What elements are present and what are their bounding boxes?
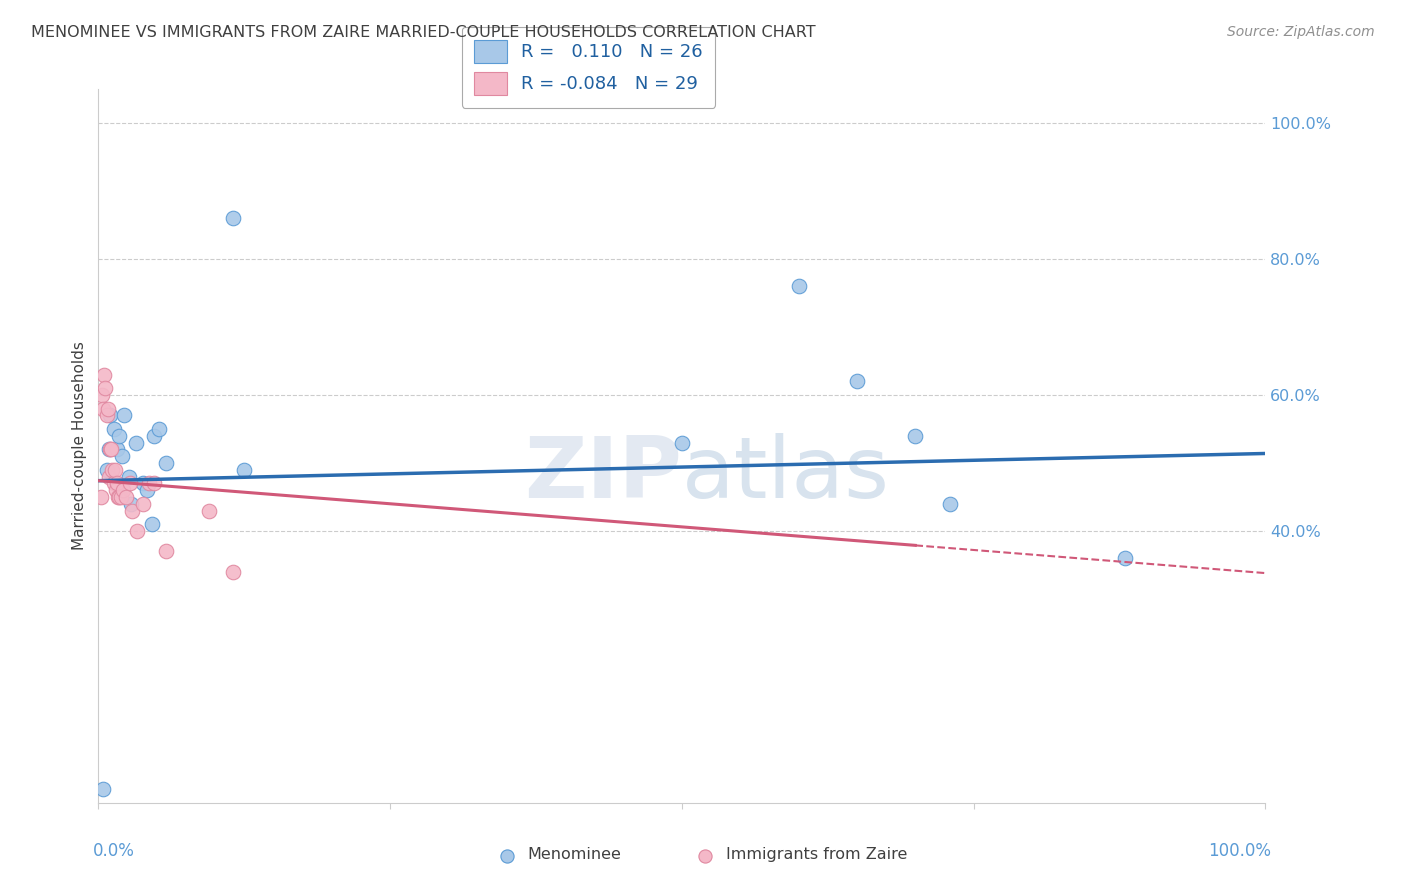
Point — [787, 279, 810, 293]
Point — [90, 490, 112, 504]
Point — [118, 476, 141, 491]
Point — [1114, 551, 1136, 566]
Point — [120, 497, 142, 511]
Text: ZIP: ZIP — [524, 433, 682, 516]
Point — [97, 469, 120, 483]
Point — [155, 544, 177, 558]
Text: Immigrants from Zaire: Immigrants from Zaire — [727, 847, 908, 862]
Point — [233, 463, 256, 477]
Point — [111, 483, 134, 498]
Point — [98, 442, 121, 457]
Text: Source: ZipAtlas.com: Source: ZipAtlas.com — [1227, 25, 1375, 39]
Text: atlas: atlas — [682, 433, 890, 516]
Point — [103, 422, 125, 436]
Y-axis label: Married-couple Households: Married-couple Households — [72, 342, 87, 550]
Point — [118, 469, 141, 483]
Point — [104, 463, 127, 477]
Text: Menominee: Menominee — [527, 847, 621, 862]
Point — [198, 503, 221, 517]
Point — [939, 497, 962, 511]
Point — [104, 483, 127, 498]
Point — [138, 476, 160, 491]
Point — [155, 456, 177, 470]
Point — [496, 847, 519, 861]
Text: MENOMINEE VS IMMIGRANTS FROM ZAIRE MARRIED-COUPLE HOUSEHOLDS CORRELATION CHART: MENOMINEE VS IMMIGRANTS FROM ZAIRE MARRI… — [31, 25, 815, 40]
Point — [100, 442, 122, 457]
Point — [105, 476, 128, 491]
Point — [125, 435, 148, 450]
Point — [96, 463, 118, 477]
Point — [110, 490, 132, 504]
Point — [148, 422, 170, 436]
Point — [121, 503, 143, 517]
Point — [695, 847, 717, 861]
Point — [111, 449, 134, 463]
Point — [132, 476, 155, 491]
Point — [108, 490, 131, 504]
Point — [103, 476, 125, 491]
Point — [91, 401, 114, 416]
Point — [143, 476, 166, 491]
Legend: R =   0.110   N = 26, R = -0.084   N = 29: R = 0.110 N = 26, R = -0.084 N = 29 — [461, 27, 716, 108]
Text: 100.0%: 100.0% — [1208, 842, 1271, 860]
Point — [98, 409, 121, 423]
Point — [93, 368, 115, 382]
Point — [132, 497, 155, 511]
Point — [221, 211, 243, 226]
Point — [94, 381, 117, 395]
Point — [96, 409, 118, 423]
Point — [136, 483, 159, 498]
Point — [91, 782, 114, 797]
Point — [108, 429, 131, 443]
Point — [115, 490, 138, 504]
Point — [904, 429, 927, 443]
Point — [846, 375, 869, 389]
Point — [101, 463, 124, 477]
Point — [141, 517, 163, 532]
Point — [125, 524, 148, 538]
Point — [97, 442, 120, 457]
Point — [112, 409, 135, 423]
Point — [97, 401, 120, 416]
Point — [671, 435, 693, 450]
Point — [90, 388, 112, 402]
Point — [105, 442, 128, 457]
Text: 0.0%: 0.0% — [93, 842, 135, 860]
Point — [143, 429, 166, 443]
Point — [221, 565, 243, 579]
Point — [107, 490, 129, 504]
